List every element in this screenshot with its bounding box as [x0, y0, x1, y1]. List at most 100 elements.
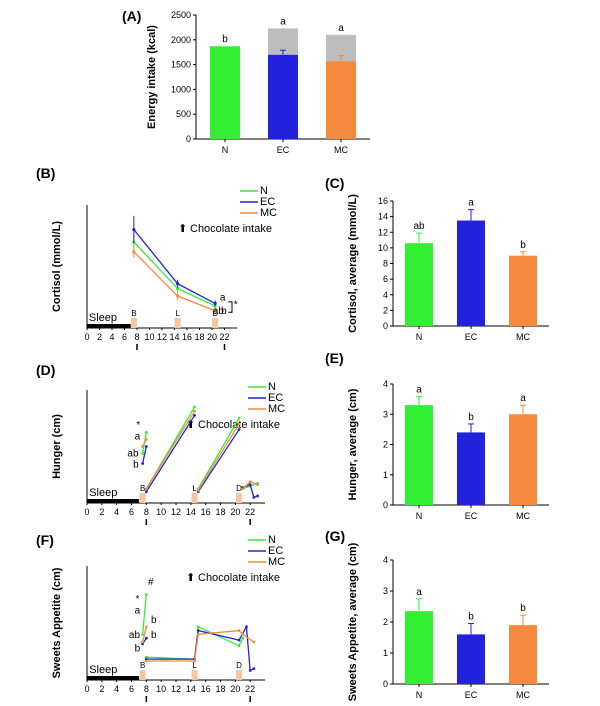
x-tick-label: N [416, 511, 423, 521]
significance-bracket [228, 301, 233, 313]
x-tick-label: EC [465, 332, 478, 342]
x-tick-label: MC [516, 690, 530, 700]
legend-label: MC [268, 556, 285, 568]
data-point [237, 428, 241, 431]
bar-mc [509, 414, 537, 505]
panel-label: (F) [36, 532, 54, 548]
chocolate-intake-label: Chocolate intake [198, 572, 280, 584]
significance-letter: a [135, 606, 141, 617]
panel-label: (B) [36, 165, 55, 181]
meal-marker-label: D [236, 484, 242, 493]
sleep-label: Sleep [89, 312, 117, 324]
x-tick-label: EC [465, 511, 478, 521]
y-tick-label: 2 [383, 617, 388, 627]
meal-marker-label: B [131, 309, 136, 318]
bar-n [405, 405, 433, 505]
data-point [245, 625, 248, 629]
x-tick-label: 0 [84, 507, 89, 517]
y-axis-label: Energy intake (kcal) [146, 25, 158, 129]
legend-label: EC [268, 545, 283, 557]
significance-letter: ab [127, 448, 139, 459]
x-tick-label: 22 [219, 332, 229, 342]
y-axis-label: Sweets Appetite, average (cm) [347, 542, 359, 701]
x-tick-label: 20 [207, 332, 217, 342]
meal-marker-label: B [140, 661, 145, 670]
data-point [193, 659, 196, 663]
data-point [237, 629, 241, 632]
y-tick-label: 500 [176, 109, 191, 119]
panel-f: (F) Sweets Appetite (cm) 0 2 4 6 8 10 12 14 16 18 20… [36, 532, 285, 702]
panel-label: (A) [122, 8, 141, 24]
sleep-label: Sleep [89, 664, 117, 676]
x-tick-label: 4 [109, 332, 114, 342]
series-line-ec [141, 446, 147, 464]
data-point [144, 487, 148, 491]
data-point [144, 490, 148, 494]
y-tick-label: 3 [383, 409, 388, 419]
panel-label: (E) [325, 350, 344, 366]
y-tick-label: 2000 [171, 35, 191, 45]
data-point [252, 667, 256, 670]
bar-n [210, 46, 240, 139]
significance-letter: a [338, 23, 344, 34]
data-point [144, 430, 148, 434]
y-axis-label: Cortisol, average (mmol/L) [347, 194, 359, 333]
x-tick-label: 2 [97, 332, 102, 342]
significance-letter: b [151, 615, 157, 626]
x-tick-label: 6 [122, 332, 127, 342]
significance-letter: a [280, 16, 286, 27]
y-tick-label: 14 [378, 212, 388, 222]
x-tick-label: 12 [171, 507, 181, 517]
y-axis-label: Cortisol (mmol/L) [51, 221, 63, 312]
sleep-bar [87, 499, 139, 503]
data-point [252, 495, 256, 499]
data-point [144, 625, 148, 629]
bar-ec [457, 634, 485, 684]
panel-label: (G) [325, 528, 345, 544]
y-tick-label: 16 [378, 196, 388, 206]
x-tick-label: 14 [186, 684, 196, 694]
significance-letter: ab [413, 221, 425, 232]
bar-ec [457, 220, 485, 326]
significance-letter: b [468, 412, 474, 423]
series-line-mc [197, 423, 240, 491]
data-point [144, 445, 148, 448]
data-point [248, 483, 252, 487]
significance-letter: b [520, 603, 526, 614]
meal-marker-box [212, 318, 219, 328]
significance-letter: * [135, 594, 139, 605]
data-point [141, 462, 145, 465]
x-tick-label: N [416, 332, 423, 342]
x-tick-label: 8 [134, 332, 139, 342]
y-tick-label: 12 [378, 227, 388, 237]
panel-c: (C) 0 2 4 6 8 10 12 14 16 Cortisol, average (mmol/… [325, 175, 549, 342]
significance-letter: b [133, 460, 139, 471]
x-tick-label: 18 [194, 332, 204, 342]
significance-letter: ab [213, 306, 225, 317]
y-axis-label: Hunger (cm) [51, 414, 63, 479]
y-tick-label: 2500 [171, 10, 191, 20]
y-tick-label: 4 [383, 379, 388, 389]
data-point [144, 593, 148, 596]
sleep-bar [87, 676, 139, 680]
x-tick-label: N [416, 690, 423, 700]
data-point [241, 633, 245, 636]
data-point [237, 638, 241, 642]
y-tick-label: 0 [383, 500, 388, 510]
bar-ec [457, 432, 485, 505]
y-tick-label: 6 [383, 274, 388, 284]
x-tick-label: MC [516, 332, 530, 342]
significance-letter: b [222, 34, 228, 45]
x-tick-label: 6 [129, 684, 134, 694]
x-tick-label: N [222, 145, 229, 155]
meal-marker-box [130, 318, 137, 328]
legend-label: MC [260, 207, 277, 219]
x-tick-label: 10 [144, 332, 154, 342]
series-line-n [141, 594, 147, 635]
x-tick-label: 10 [156, 684, 166, 694]
x-tick-label: 4 [114, 684, 119, 694]
significance-letter: ab [129, 630, 141, 641]
meal-marker-box [139, 670, 146, 680]
y-tick-label: 4 [383, 290, 388, 300]
data-point [256, 483, 259, 487]
